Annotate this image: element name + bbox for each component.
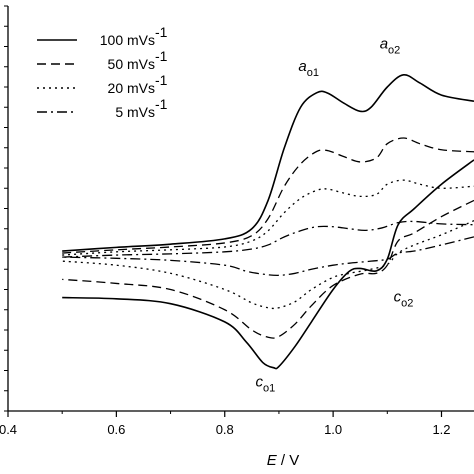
x-axis-separator: /: [277, 452, 290, 469]
series-2-forward-scan: [62, 137, 474, 254]
series-1: [62, 74, 474, 370]
series-1-reverse-scan: [62, 159, 474, 370]
series-1-forward-scan: [62, 74, 474, 252]
x-tick-label: 0.6: [107, 422, 125, 437]
series-3: [62, 179, 474, 310]
x-axis-unit: V: [289, 452, 299, 469]
peak-annotations: ao1 ao2 co2 co1: [256, 36, 414, 395]
legend-label: 100 mVs: [100, 32, 155, 48]
series-4: [62, 220, 474, 276]
x-tick-label: 1.2: [432, 422, 450, 437]
peak-label-c-o1: co1: [256, 374, 276, 395]
peak-label-a-o1: ao1: [298, 58, 319, 79]
legend-label-superscript: -1: [155, 24, 168, 40]
legend-label-superscript: -1: [155, 48, 168, 64]
x-axis-title: E / V: [267, 452, 300, 469]
peak-label-a-o2: ao2: [380, 36, 401, 57]
legend: 100 mVs -150 mVs -120 mVs -15 mVs -1: [37, 24, 168, 120]
legend-label: 20 mVs: [108, 80, 155, 96]
x-axis-variable: E: [267, 452, 278, 469]
legend-label: 50 mVs: [108, 56, 155, 72]
x-tick-label: 0.8: [216, 422, 234, 437]
series-4-forward-scan: [62, 220, 474, 258]
series-2: [62, 137, 474, 339]
legend-label-superscript: -1: [155, 72, 168, 88]
series-layer: [62, 74, 474, 370]
axes: 0.4 0.6 0.8 1.0 1.2: [0, 5, 474, 437]
legend-label-superscript: -1: [155, 96, 168, 112]
series-4-reverse-scan: [62, 236, 474, 276]
series-3-reverse-scan: [62, 220, 474, 310]
legend-label: 5 mVs: [115, 104, 155, 120]
x-tick-label: 1.0: [324, 422, 342, 437]
series-2-reverse-scan: [62, 199, 474, 339]
x-tick-label: 0.4: [0, 422, 17, 437]
peak-label-c-o2: co2: [394, 289, 414, 310]
